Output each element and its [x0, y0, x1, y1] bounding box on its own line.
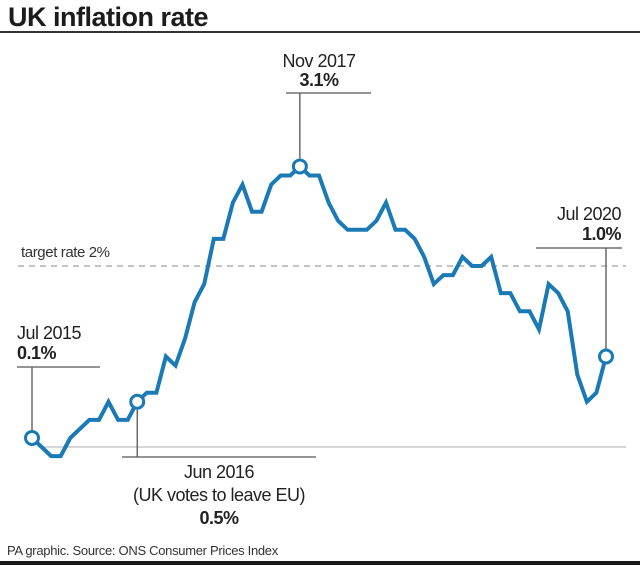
- data-point: [547, 282, 551, 286]
- data-point: [40, 445, 44, 449]
- line-chart: target rate 2% Jul 2015 0.1% Jun 2016 (U…: [17, 51, 626, 528]
- data-point: [537, 327, 541, 331]
- data-point: [566, 309, 570, 313]
- data-point: [174, 364, 178, 368]
- data-point: [87, 418, 91, 422]
- annotation-value: 3.1%: [299, 70, 339, 90]
- data-point: [183, 336, 187, 340]
- marker-jun-2016: [129, 393, 146, 410]
- data-point: [202, 282, 206, 286]
- data-point: [441, 273, 445, 277]
- data-point: [556, 291, 560, 295]
- data-point: [307, 174, 311, 178]
- annotation-date: Jul 2020: [557, 204, 622, 224]
- annotation-value: 1.0%: [582, 224, 622, 244]
- data-point: [527, 309, 531, 313]
- data-point: [212, 237, 216, 241]
- annotations: Jul 2015 0.1% Jun 2016 (UK votes to leav…: [17, 51, 622, 528]
- annotation-jul-2020: Jul 2020 1.0%: [536, 204, 622, 349]
- data-point: [97, 418, 101, 422]
- data-point: [346, 228, 350, 232]
- data-point: [116, 418, 120, 422]
- data-point: [384, 201, 388, 205]
- data-point: [221, 237, 225, 241]
- data-point: [126, 418, 130, 422]
- data-point: [193, 300, 197, 304]
- annotation-jul-2015: Jul 2015 0.1%: [17, 323, 100, 430]
- data-point: [154, 391, 158, 395]
- data-point: [250, 210, 254, 214]
- data-point: [451, 273, 455, 277]
- data-point: [288, 174, 292, 178]
- data-point: [240, 183, 244, 187]
- series-line-cpi: [30, 163, 608, 459]
- data-point: [355, 228, 359, 232]
- data-point: [508, 291, 512, 295]
- data-point: [145, 391, 149, 395]
- data-point: [394, 228, 398, 232]
- data-point: [279, 174, 283, 178]
- data-point: [413, 237, 417, 241]
- data-point: [432, 282, 436, 286]
- data-point: [78, 427, 82, 431]
- data-point: [585, 400, 589, 404]
- data-point: [317, 174, 321, 178]
- data-point: [68, 436, 72, 440]
- annotation-note: (UK votes to leave EU): [133, 485, 305, 505]
- data-point: [49, 454, 53, 458]
- annotation-value: 0.5%: [199, 508, 239, 528]
- title-divider: [0, 31, 640, 33]
- chart-title: UK inflation rate: [8, 2, 209, 32]
- marker-nov-2017: [291, 158, 308, 175]
- data-point: [260, 210, 264, 214]
- data-point: [269, 183, 273, 187]
- data-point: [374, 219, 378, 223]
- footer-bar: [0, 561, 640, 565]
- data-point: [422, 255, 426, 259]
- data-point: [575, 373, 579, 377]
- data-point: [489, 255, 493, 259]
- data-point: [461, 255, 465, 259]
- data-point: [403, 228, 407, 232]
- target-rate-label: target rate 2%: [21, 244, 110, 261]
- data-point: [336, 219, 340, 223]
- source-note: PA graphic. Source: ONS Consumer Prices …: [7, 543, 278, 558]
- data-point: [480, 264, 484, 268]
- data-point: [594, 391, 598, 395]
- data-point: [59, 454, 63, 458]
- data-point: [164, 355, 168, 359]
- data-point: [518, 309, 522, 313]
- annotation-date: Jun 2016: [184, 462, 255, 482]
- data-point: [231, 201, 235, 205]
- marker-jul-2020: [598, 348, 614, 365]
- annotation-value: 0.1%: [17, 343, 57, 363]
- data-point: [470, 264, 474, 268]
- highlight-markers: [24, 158, 614, 446]
- annotation-jun-2016: Jun 2016 (UK votes to leave EU) 0.5%: [122, 409, 316, 528]
- data-point: [327, 201, 331, 205]
- data-point: [365, 228, 369, 232]
- data-point: [107, 400, 111, 404]
- annotation-date: Jul 2015: [17, 323, 82, 343]
- marker-jul-2015: [24, 429, 40, 446]
- annotation-nov-2017: Nov 2017 3.1%: [282, 51, 371, 159]
- annotation-date: Nov 2017: [282, 51, 356, 71]
- data-point: [499, 291, 503, 295]
